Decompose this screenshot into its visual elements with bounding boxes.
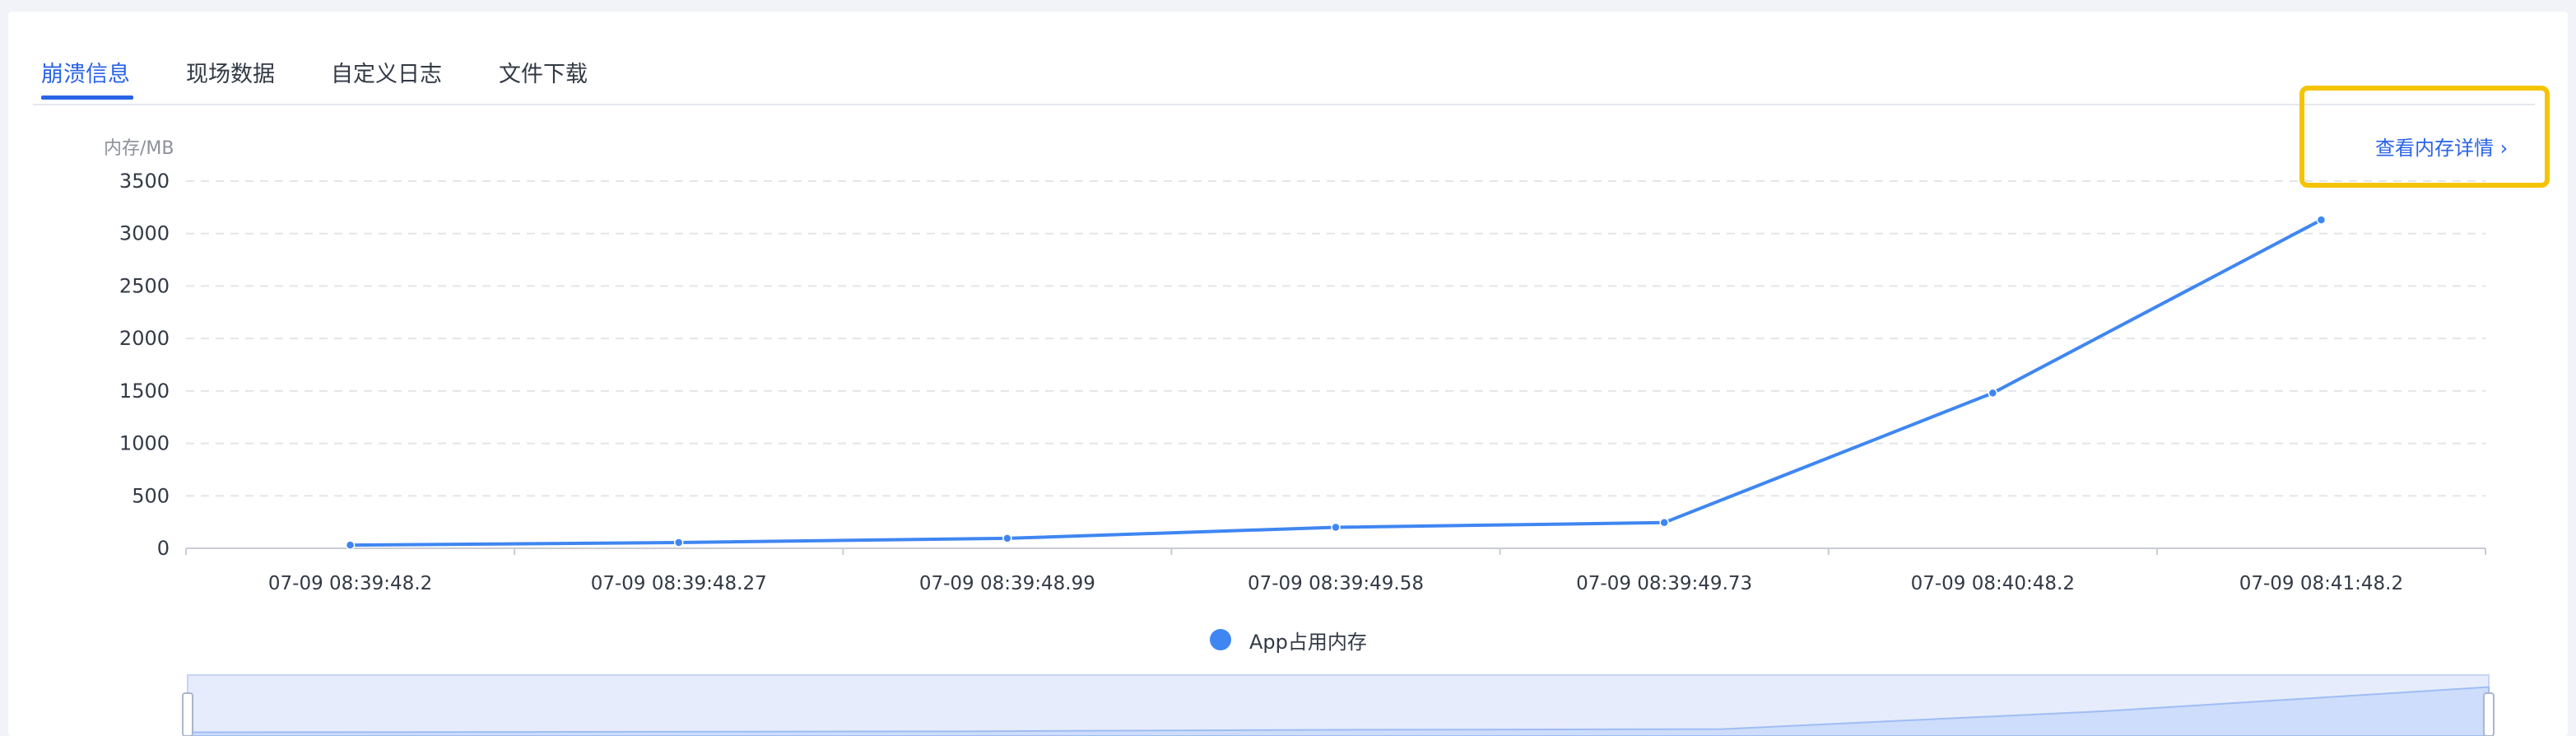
zoom-slider (182, 674, 2495, 736)
active-tab-indicator (41, 95, 133, 100)
x-tick-labels: 07-09 08:39:48.2 07-09 08:39:48.27 07-09 0… (185, 548, 2486, 594)
data-point[interactable] (1659, 518, 1669, 528)
y-tick-label: 2000 (119, 327, 170, 350)
tab-custom-log[interactable]: 自定义日志 (331, 62, 442, 87)
tab-file-download[interactable]: 文件下载 (499, 62, 588, 87)
y-tick-label: 500 (132, 484, 170, 507)
data-point[interactable] (1988, 388, 1998, 398)
y-tick-label: 2500 (119, 274, 170, 297)
x-tick-label: 07-09 08:40:48.2 (1911, 573, 2075, 594)
legend-dot-icon (1210, 629, 1231, 650)
series-points (345, 215, 2327, 550)
data-point[interactable] (1331, 522, 1341, 533)
x-tick-label: 07-09 08:39:49.73 (1576, 573, 1752, 594)
tab-crash-info[interactable]: 崩溃信息 (41, 62, 130, 87)
x-tick-label: 07-09 08:39:49.58 (1248, 573, 1424, 594)
y-tick-labels: 0 500 1000 1500 2000 2500 3000 3500 (119, 170, 170, 560)
x-tick-label: 07-09 08:39:48.99 (919, 573, 1095, 594)
data-point[interactable] (673, 538, 684, 547)
legend-label: App占用内存 (1249, 630, 1367, 654)
zoom-handle-right[interactable] (2483, 692, 2495, 736)
y-tick-label: 3500 (119, 170, 170, 193)
data-point[interactable] (1002, 533, 1012, 543)
y-tick-label: 0 (157, 537, 170, 560)
x-tick-label: 07-09 08:39:48.2 (268, 573, 432, 594)
x-tick-label: 07-09 08:39:48.27 (591, 573, 767, 594)
zoom-handle-left[interactable] (182, 692, 193, 736)
highlight-box (2299, 86, 2550, 188)
y-tick-label: 3000 (119, 222, 170, 245)
grid-lines (186, 180, 2485, 497)
x-tick-label: 07-09 08:41:48.2 (2239, 573, 2403, 594)
y-tick-label: 1500 (119, 380, 170, 403)
tab-scene-data[interactable]: 现场数据 (186, 62, 275, 87)
data-point[interactable] (345, 540, 356, 550)
chart-legend[interactable]: App占用内存 (1210, 626, 1367, 654)
content-panel (8, 12, 2568, 736)
y-tick-label: 1000 (119, 432, 170, 455)
view-memory-details-link[interactable]: 查看内存详情 › (2375, 137, 2509, 160)
data-point[interactable] (2316, 215, 2327, 225)
tab-bar: 崩溃信息 现场数据 自定义日志 文件下载 (33, 46, 2535, 105)
y-axis-label: 内存/MB (104, 138, 174, 159)
